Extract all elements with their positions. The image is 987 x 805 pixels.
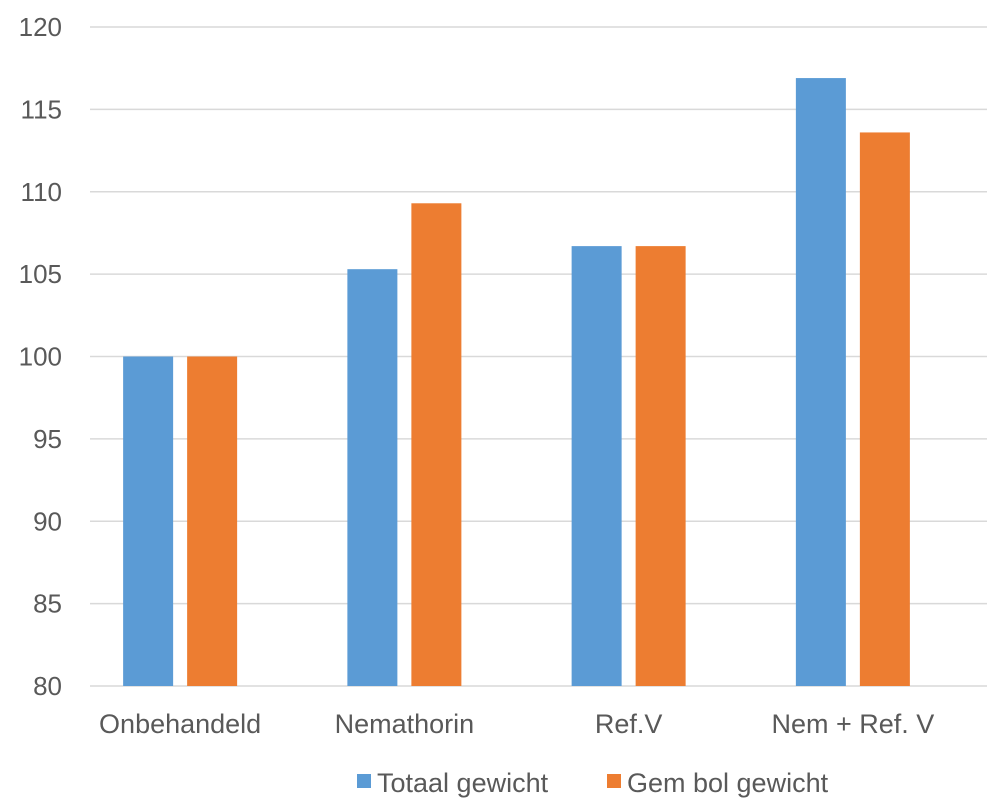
x-category-label: Nem + Ref. V [771, 709, 934, 739]
bar-totaal-gewicht [347, 269, 398, 686]
bar-gem-bol-gewicht [859, 132, 910, 686]
y-tick-label: 120 [19, 12, 62, 42]
legend-swatch [607, 774, 621, 788]
bar-gem-bol-gewicht [635, 246, 686, 686]
x-category-label: Onbehandeld [99, 709, 261, 739]
y-tick-label: 90 [33, 506, 62, 536]
y-tick-label: 80 [33, 671, 62, 701]
bar-totaal-gewicht [795, 78, 846, 686]
y-tick-label: 85 [33, 589, 62, 619]
y-tick-label: 105 [19, 259, 62, 289]
bars [123, 78, 910, 686]
bar-totaal-gewicht [571, 246, 622, 686]
legend: Totaal gewicht Gem bol gewicht [357, 768, 829, 798]
x-axis-category-labels: Onbehandeld Nemathorin Ref.V Nem + Ref. V [99, 709, 934, 739]
bar-gem-bol-gewicht [187, 356, 238, 686]
legend-label: Gem bol gewicht [627, 768, 829, 798]
y-tick-label: 95 [33, 424, 62, 454]
y-tick-label: 110 [21, 177, 62, 207]
bar-gem-bol-gewicht [411, 203, 462, 686]
legend-swatch [357, 774, 371, 788]
x-category-label: Ref.V [595, 709, 663, 739]
y-tick-label: 100 [19, 342, 62, 372]
x-category-label: Nemathorin [335, 709, 475, 739]
y-axis-tick-labels: 80 85 90 95 100 105 110 115 120 [19, 12, 62, 701]
y-tick-label: 115 [21, 94, 62, 124]
gridlines [90, 26, 987, 687]
legend-label: Totaal gewicht [377, 768, 549, 798]
bar-totaal-gewicht [123, 356, 174, 686]
